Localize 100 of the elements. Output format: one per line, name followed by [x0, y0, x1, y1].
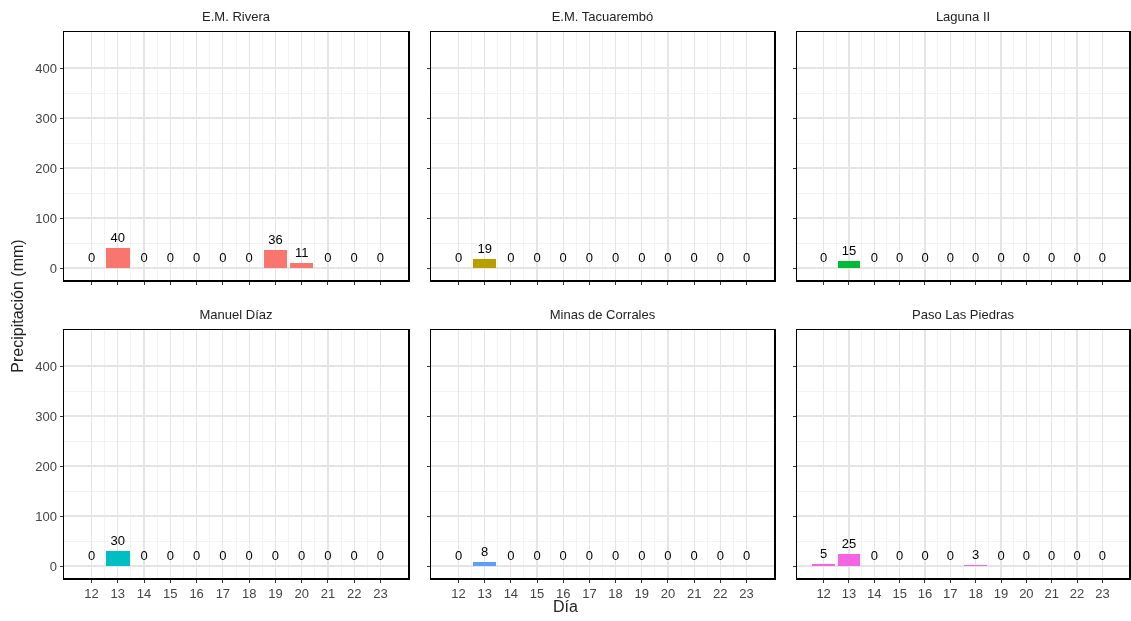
data-label: 0 [997, 548, 1005, 563]
data-label: 0 [140, 250, 148, 265]
data-label: 0 [742, 250, 751, 265]
data-label: 36 [268, 232, 283, 247]
data-label: 0 [664, 548, 672, 563]
y-axis-title: Precipitación (mm) [9, 239, 27, 373]
chart-title: Laguna II [935, 9, 991, 25]
data-label: 0 [350, 250, 358, 265]
x-tick-label: 15 [163, 586, 178, 602]
data-label: 40 [110, 230, 126, 245]
data-label: 0 [585, 250, 594, 265]
y-tick-label: 200 [35, 160, 57, 176]
data-label: 0 [245, 250, 253, 265]
data-label: 0 [690, 250, 698, 265]
chart-title: E.M. Rivera [202, 9, 271, 25]
data-label: 0 [166, 250, 174, 265]
x-tick-label: 12 [84, 586, 99, 602]
data-label: 0 [533, 548, 541, 563]
x-tick-label: 21 [686, 586, 702, 602]
data-label: 0 [533, 250, 541, 265]
data-label: 0 [350, 548, 358, 563]
chart-title: Minas de Corrales [549, 307, 656, 323]
data-label: 0 [972, 250, 980, 265]
x-tick-label: 22 [1069, 586, 1085, 602]
y-tick-label: 400 [35, 358, 57, 374]
x-tick-label: 12 [451, 586, 466, 602]
y-tick-label: 100 [35, 508, 57, 524]
data-label: 8 [481, 544, 489, 559]
data-label: 0 [87, 250, 96, 265]
x-tick-label: 13 [841, 586, 857, 602]
data-label: 0 [870, 250, 878, 265]
data-label: 15 [841, 242, 857, 258]
data-label: 0 [192, 548, 201, 563]
data-label: 0 [87, 548, 96, 563]
data-label: 0 [870, 548, 878, 563]
data-label: 0 [140, 548, 148, 563]
x-tick-label: 17 [582, 586, 597, 602]
data-label: 0 [507, 250, 515, 265]
x-tick-label: 13 [110, 586, 126, 602]
data-label: 0 [585, 548, 594, 563]
data-label: 0 [271, 548, 280, 563]
data-label: 0 [716, 250, 724, 265]
data-label: 0 [946, 250, 954, 265]
data-label: 0 [1048, 250, 1056, 265]
x-tick-label: 20 [660, 586, 676, 602]
data-label: 19 [477, 240, 492, 256]
data-label: 0 [454, 548, 463, 563]
data-label: 0 [742, 548, 751, 563]
x-tick-label: 20 [1019, 586, 1034, 602]
y-tick-label: 0 [49, 558, 57, 574]
x-tick-label: 13 [477, 586, 492, 602]
data-label: 5 [820, 545, 828, 561]
x-tick-label: 14 [503, 586, 519, 602]
y-tick-label: 300 [35, 408, 57, 424]
data-label: 0 [324, 548, 332, 563]
data-label: 0 [611, 250, 620, 265]
data-label: 0 [820, 250, 828, 265]
data-label: 30 [110, 533, 126, 548]
data-label: 0 [611, 548, 620, 563]
x-tick-label: 21 [320, 586, 336, 602]
x-tick-label: 14 [136, 586, 152, 602]
data-label: 0 [298, 548, 306, 563]
data-label: 0 [690, 548, 698, 563]
data-label: 0 [921, 250, 929, 265]
x-tick-label: 15 [529, 586, 545, 602]
data-label: 0 [559, 250, 567, 265]
data-label: 0 [454, 250, 463, 265]
x-tick-label: 22 [713, 586, 728, 602]
data-label: 0 [638, 250, 646, 265]
data-label: 0 [716, 548, 724, 563]
data-label: 0 [946, 548, 954, 563]
data-label: 0 [921, 548, 929, 563]
y-tick-label: 0 [49, 260, 57, 276]
data-label: 0 [507, 548, 515, 563]
data-label: 0 [997, 250, 1005, 265]
x-tick-label: 19 [634, 586, 649, 602]
data-label: 0 [219, 548, 227, 563]
y-tick-label: 100 [35, 210, 57, 226]
x-tick-label: 22 [346, 586, 362, 602]
y-tick-label: 300 [35, 110, 57, 126]
data-label: 0 [219, 250, 227, 265]
x-tick-label: 16 [917, 586, 933, 602]
data-label: 0 [324, 250, 332, 265]
y-tick-label: 200 [35, 458, 57, 474]
chart-title: E.M. Tacuarembó [551, 9, 654, 25]
data-label: 0 [376, 548, 385, 563]
data-label: 0 [166, 548, 174, 563]
x-tick-label: 17 [215, 586, 231, 602]
data-label: 0 [192, 250, 201, 265]
x-tick-label: 12 [816, 586, 831, 602]
chart-title: Paso Las Piedras [912, 307, 1015, 323]
x-tick-label: 19 [268, 586, 283, 602]
x-tick-label: 20 [294, 586, 309, 602]
data-label: 0 [664, 250, 672, 265]
x-tick-label: 17 [943, 586, 958, 602]
data-label: 0 [1073, 548, 1081, 563]
x-tick-label: 14 [867, 586, 882, 602]
x-tick-label: 23 [373, 586, 388, 602]
data-label: 0 [1098, 250, 1106, 265]
x-tick-label: 19 [993, 586, 1009, 602]
